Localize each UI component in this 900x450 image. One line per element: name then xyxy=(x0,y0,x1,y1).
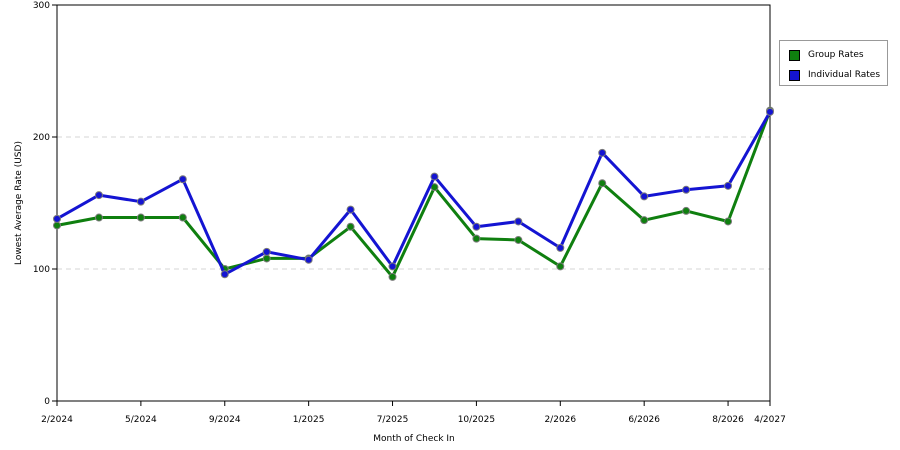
data-point xyxy=(556,262,565,271)
data-point xyxy=(598,148,607,157)
data-point xyxy=(346,205,355,214)
data-point xyxy=(220,270,229,279)
y-tick-label: 200 xyxy=(33,133,50,143)
series-line xyxy=(56,110,772,279)
axes xyxy=(56,4,771,402)
grid-lines xyxy=(57,136,770,270)
x-tick-label: 8/2026 xyxy=(712,415,744,425)
plot-frame xyxy=(56,4,771,402)
x-tick-label: 9/2024 xyxy=(209,415,241,425)
data-point xyxy=(136,197,145,206)
legend-label: Group Rates xyxy=(808,50,864,60)
data-point xyxy=(346,222,355,231)
x-tick-label: 6/2026 xyxy=(628,415,660,425)
data-point xyxy=(53,221,61,230)
x-tick-label: 5/2024 xyxy=(125,415,157,425)
series-individual-rates xyxy=(53,107,774,279)
data-point xyxy=(136,213,145,222)
x-tick-label: 7/2025 xyxy=(377,415,409,425)
data-point xyxy=(178,213,187,222)
x-ticks: 2/2024 5/2024 9/2024 1/2025 7/2025 10/2025 2/2… xyxy=(41,401,786,425)
data-point xyxy=(388,262,397,271)
data-point xyxy=(430,172,439,181)
series-group-rates xyxy=(53,106,774,281)
data-point xyxy=(640,192,649,201)
data-point xyxy=(514,235,523,244)
data-point xyxy=(556,243,565,252)
y-tick-label: 100 xyxy=(33,265,50,275)
x-tick-label: 2/2026 xyxy=(544,415,576,425)
series-line xyxy=(56,111,772,276)
data-point xyxy=(640,216,649,225)
y-tick-label: 0 xyxy=(44,397,50,407)
data-point xyxy=(262,254,271,263)
series-group xyxy=(53,106,774,281)
x-tick-label: 10/2025 xyxy=(458,415,495,425)
y-tick-label: 300 xyxy=(33,1,50,11)
x-tick-label: 4/2027 xyxy=(754,415,786,425)
y-axis-label: Lowest Average Rate (USD) xyxy=(14,141,24,265)
data-point xyxy=(724,181,733,190)
data-point xyxy=(94,213,103,222)
data-point xyxy=(766,107,774,116)
data-point xyxy=(178,175,187,184)
legend: Group Rates Individual Rates xyxy=(779,40,888,86)
data-point xyxy=(682,185,691,194)
legend-item-individual-rates: Individual Rates xyxy=(789,68,880,82)
legend-swatch-blue xyxy=(789,69,800,81)
data-point xyxy=(53,214,61,223)
legend-swatch-green xyxy=(789,49,800,61)
x-axis-label: Month of Check In xyxy=(373,434,455,444)
x-tick-label: 2/2024 xyxy=(41,415,73,425)
x-tick-label: 1/2025 xyxy=(293,415,325,425)
legend-item-group-rates: Group Rates xyxy=(789,48,864,62)
data-point xyxy=(472,222,481,231)
data-point xyxy=(262,247,271,256)
data-point xyxy=(472,234,481,243)
data-point xyxy=(304,255,313,264)
legend-label: Individual Rates xyxy=(808,70,881,80)
data-point xyxy=(598,179,607,188)
data-point xyxy=(682,206,691,215)
data-point xyxy=(724,217,733,226)
y-ticks: 0 100 200 300 xyxy=(33,1,57,407)
data-point xyxy=(388,272,397,281)
data-point xyxy=(94,191,103,200)
data-point xyxy=(514,217,523,226)
